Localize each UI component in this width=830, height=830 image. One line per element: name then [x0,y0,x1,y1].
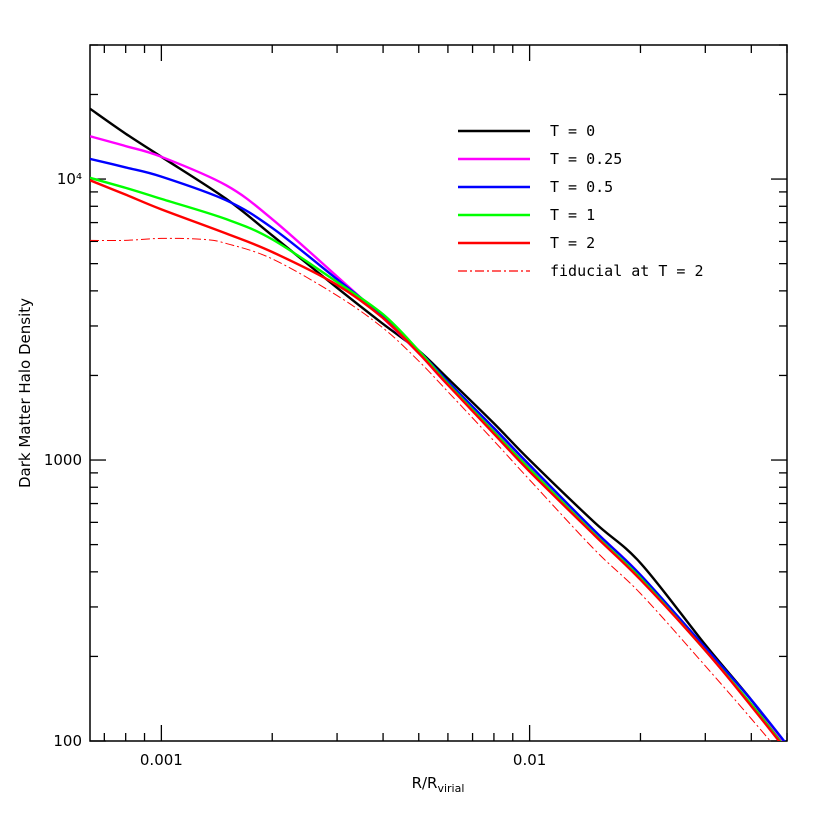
series-line-2 [90,157,786,741]
legend-label: fiducial at T = 2 [550,262,704,280]
series-lines [90,107,786,741]
plot-frame [89,44,788,742]
legend-label: T = 1 [550,206,595,224]
legend: T = 0 T = 0.25 T = 0.5 T = 1 T = 2 fiducial a… [458,122,704,280]
x-tick-label: 0.001 [140,751,183,769]
legend-label: T = 2 [550,234,595,252]
x-axis-title: R/Rvirial [412,774,465,795]
series-line-1 [90,135,784,741]
x-axis-title-subscript: virial [437,782,464,795]
y-tick-label: 1000 [44,451,82,469]
series-line-4 [90,179,781,741]
legend-label: T = 0 [550,122,595,140]
legend-label: T = 0.25 [550,150,622,168]
legend-label: T = 0.5 [550,178,613,196]
y-tick-label: 100 [53,732,82,750]
axis-tick-labels: 0.001 0.01 100 1000 10⁴ [44,170,547,769]
x-axis-title-main: R/R [412,774,438,792]
y-tick-label: 10⁴ [57,170,82,188]
y-axis-title: Dark Matter Halo Density [16,298,34,488]
series-line-0 [90,107,784,741]
series-line-5 [90,237,771,741]
x-tick-label: 0.01 [513,751,546,769]
axis-ticks [90,44,788,742]
